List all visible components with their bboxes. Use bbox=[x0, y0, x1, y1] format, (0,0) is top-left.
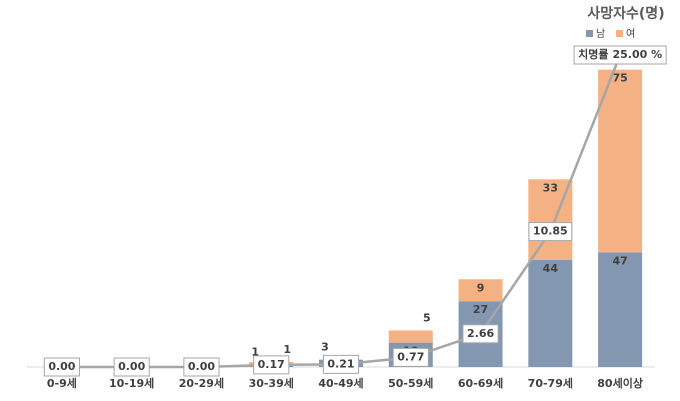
x-tick-label: 50-59세 bbox=[388, 376, 433, 390]
legend-title: 사망자수(명) bbox=[587, 5, 664, 22]
legend-swatch bbox=[586, 30, 593, 37]
legend-swatch bbox=[616, 30, 623, 37]
data-label: 44 bbox=[543, 262, 559, 275]
rate-label-box bbox=[573, 45, 667, 65]
data-label: 33 bbox=[543, 181, 558, 194]
rate-label-box bbox=[113, 357, 150, 377]
rate-label: 치명률 25.00 % bbox=[573, 45, 667, 65]
x-tick-label: 10-19세 bbox=[109, 376, 154, 390]
x-tick-label: 30-39세 bbox=[249, 376, 294, 390]
bar-segment bbox=[528, 259, 573, 367]
rate-label: 0.77 bbox=[392, 347, 429, 367]
rate-label: 0.00 bbox=[113, 357, 150, 377]
data-label: 3 bbox=[321, 341, 329, 354]
data-label: 5 bbox=[423, 311, 431, 324]
data-label: 0.17 bbox=[258, 358, 285, 371]
x-tick-label: 0-9세 bbox=[47, 376, 77, 390]
rate-label: 0.00 bbox=[183, 357, 220, 377]
data-label: 1 bbox=[283, 343, 291, 356]
data-label: 75 bbox=[612, 72, 627, 85]
data-label: 0.00 bbox=[118, 360, 145, 373]
rate-label: 0.21 bbox=[322, 354, 360, 374]
data-label: 0.77 bbox=[397, 350, 424, 363]
rate-label: 10.85 bbox=[528, 222, 573, 242]
x-tick-label: 60-69세 bbox=[458, 376, 503, 390]
data-label: 2.66 bbox=[467, 327, 494, 340]
data-label: 1 bbox=[251, 346, 259, 359]
data-label: 25.00 % bbox=[612, 48, 662, 61]
bar-segment bbox=[458, 279, 503, 302]
data-label: 0.21 bbox=[327, 357, 354, 370]
rate-label-box bbox=[253, 355, 290, 375]
x-tick-label: 70-79세 bbox=[528, 376, 573, 390]
rate-label-box bbox=[43, 357, 80, 377]
data-label: 9 bbox=[477, 281, 485, 294]
bar-segment bbox=[388, 330, 433, 343]
legend-label: 여 bbox=[626, 28, 635, 40]
bar-segment bbox=[598, 252, 643, 367]
data-label: 27 bbox=[473, 303, 488, 316]
rate-label-box bbox=[392, 347, 429, 367]
rate-label: 0.17 bbox=[253, 355, 290, 375]
x-tick-label: 80세이상 bbox=[597, 376, 643, 390]
rate-label: 0.00 bbox=[43, 357, 80, 377]
data-label: 10.85 bbox=[533, 225, 568, 238]
x-tick-label: 40-49세 bbox=[318, 376, 363, 390]
series-name: 치명률 bbox=[578, 47, 608, 61]
data-label: 0.00 bbox=[48, 360, 75, 373]
data-label: 47 bbox=[612, 254, 627, 267]
legend-label: 남 bbox=[596, 28, 605, 40]
bar-segment bbox=[598, 69, 643, 253]
rate-label: 2.66 bbox=[462, 324, 499, 344]
rate-label-box bbox=[528, 222, 573, 242]
rate-label-box bbox=[322, 354, 360, 374]
rate-label-box bbox=[462, 324, 499, 344]
x-tick-label: 20-29세 bbox=[179, 376, 224, 390]
data-label: 0.00 bbox=[188, 360, 215, 373]
rate-label-box bbox=[183, 357, 220, 377]
